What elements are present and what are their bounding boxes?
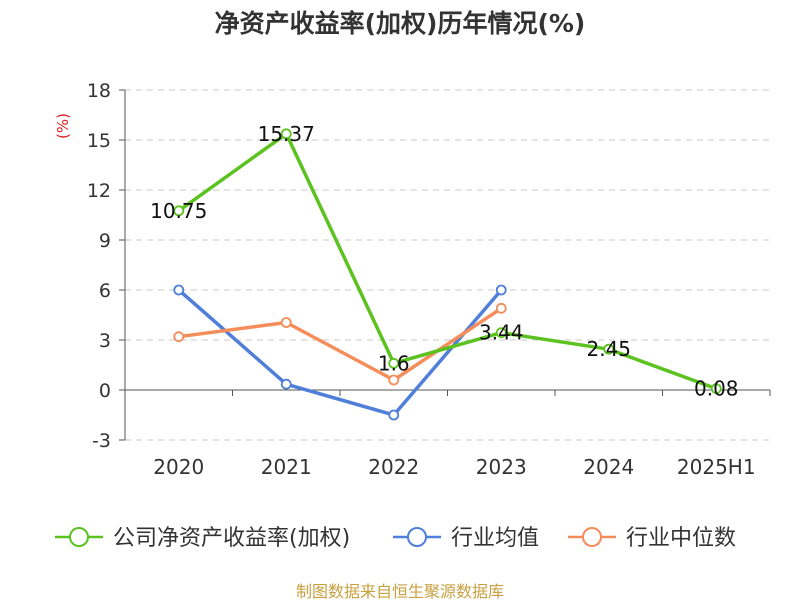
data-point [173, 205, 185, 217]
data-label: 3.44 [479, 321, 524, 345]
y-tick-label: 12 [87, 180, 111, 202]
y-axis-label: (%) [54, 113, 72, 139]
y-tick-label: 0 [99, 380, 111, 402]
x-tick-label: 2024 [583, 455, 634, 479]
data-label: 10.75 [150, 199, 207, 223]
y-tick-label: 6 [99, 280, 111, 302]
data-point [173, 331, 185, 343]
legend: 公司净资产收益率(加权) 行业均值 行业中位数 [55, 526, 736, 551]
data-label: 15.37 [258, 122, 315, 146]
x-tick-label: 2020 [153, 455, 204, 479]
grid-layer [125, 89, 770, 441]
data-label: 2.45 [586, 337, 631, 361]
legend-label: 行业均值 [451, 526, 539, 551]
series-line-2 [178, 306, 503, 382]
data-label: 1.6 [378, 351, 410, 375]
data-point [173, 284, 185, 296]
data-point [388, 374, 400, 386]
legend-label: 行业中位数 [626, 526, 736, 551]
data-point [710, 383, 722, 395]
data-label-layer: 10.75 15.37 1.6 3.44 2.45 0.08 [150, 122, 738, 401]
legend-label: 公司净资产收益率(加权) [113, 526, 350, 551]
series-layer [173, 128, 722, 421]
data-point [495, 284, 507, 296]
x-tick-label: 2023 [476, 455, 527, 479]
legend-swatch-marker [407, 527, 427, 547]
y-tick-label: -3 [92, 430, 111, 452]
data-point [388, 357, 400, 369]
y-tick-label: 9 [99, 230, 111, 252]
chart-title: 净资产收益率(加权)历年情况(%) [215, 9, 586, 38]
legend-swatch-marker [582, 527, 602, 547]
x-tick-label: 2022 [368, 455, 419, 479]
legend-swatch-marker [69, 527, 89, 547]
data-point [603, 343, 615, 355]
data-point [495, 302, 507, 314]
series-line-0 [177, 132, 717, 391]
data-point [388, 409, 400, 421]
data-label: 0.08 [694, 377, 739, 401]
series-line-1 [177, 288, 503, 417]
data-point [495, 327, 507, 339]
axis-layer: -3 0 3 6 9 12 15 18 2020 2021 2022 2023 2024 2025H1 [87, 80, 771, 479]
source-note: 制图数据来自恒生聚源数据库 [296, 582, 504, 600]
x-tick-label: 2021 [261, 455, 312, 479]
data-point [280, 317, 292, 328]
data-point [280, 128, 292, 140]
y-tick-label: 18 [87, 80, 111, 102]
y-tick-label: 3 [99, 330, 111, 352]
data-point [280, 378, 292, 390]
y-tick-label: 15 [87, 130, 111, 152]
x-tick-label: 2025H1 [677, 455, 756, 479]
